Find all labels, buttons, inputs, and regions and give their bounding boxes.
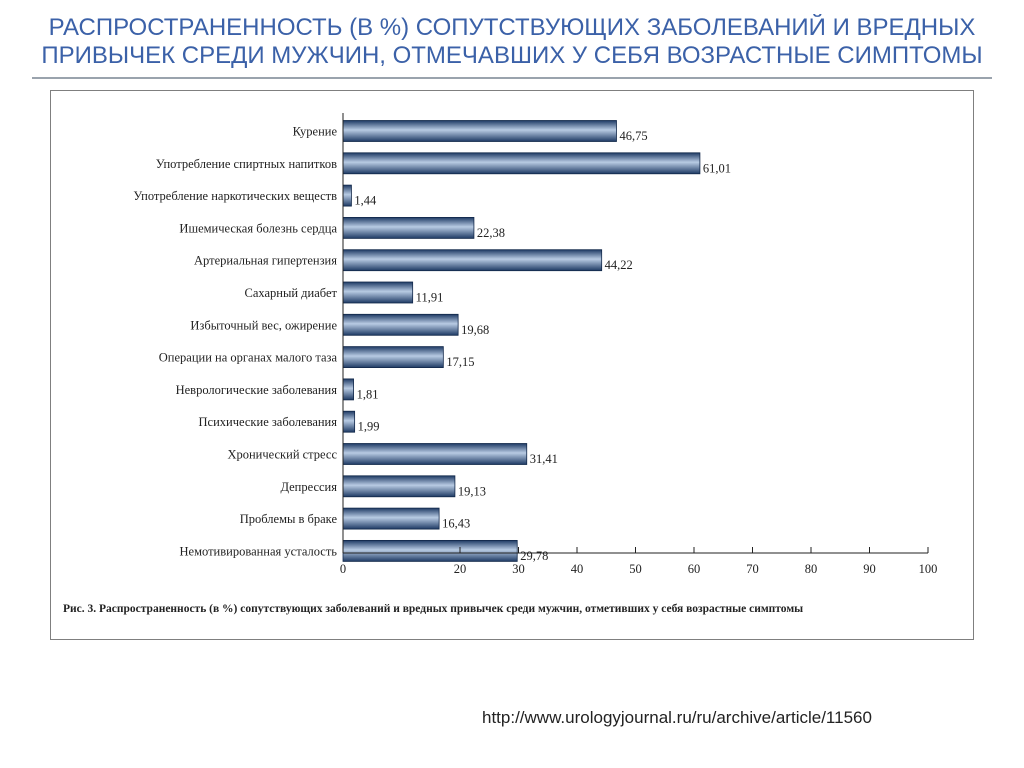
bar-value-label: 61,01 [703, 161, 731, 175]
bar [342, 217, 475, 239]
category-label: Хронический стресс [227, 448, 337, 462]
bars-layer: Курение 46,75 Употребление спиртных напитк… [133, 120, 731, 563]
caption-number: Рис. 3. [63, 603, 96, 615]
bar [342, 539, 518, 562]
category-label: Депрессия [280, 480, 337, 494]
x-tick-label: 30 [512, 562, 525, 576]
x-tick-label: 100 [919, 562, 938, 576]
bar [342, 152, 701, 175]
x-tick-label: 60 [688, 562, 701, 576]
category-label: Артериальная гипертензия [194, 254, 337, 268]
figure-caption: Рис. 3. Распространенность (в %) сопутст… [63, 603, 803, 615]
bar [342, 378, 354, 401]
x-axis: 0 20 30 40 50 60 70 80 90 100 [340, 113, 938, 576]
category-label: Проблемы в браке [240, 512, 338, 526]
category-label: Неврологические заболевания [176, 383, 338, 397]
bar-value-label: 44,22 [605, 258, 633, 272]
title-divider [32, 77, 992, 79]
bar [342, 475, 456, 498]
x-tick-label: 40 [571, 562, 584, 576]
category-label: Сахарный диабет [245, 286, 338, 300]
source-url: http://www.urologyjournal.ru/ru/archive/… [482, 708, 872, 727]
bar-value-label: 16,43 [442, 517, 470, 531]
x-tick-label: 80 [805, 562, 818, 576]
figure-frame: Курение 46,75 Употребление спиртных напитк… [50, 90, 974, 640]
bar-value-label: 11,91 [416, 291, 444, 305]
x-tick-label: 50 [629, 562, 642, 576]
bar [342, 120, 617, 142]
bar-value-label: 46,75 [619, 129, 647, 143]
bar-value-label: 1,44 [354, 194, 377, 208]
bar-value-label: 1,99 [358, 420, 380, 434]
bar-value-label: 19,68 [461, 323, 489, 337]
x-tick-label: 0 [340, 562, 346, 576]
x-tick-label: 90 [863, 562, 876, 576]
x-tick-label: 20 [454, 562, 467, 576]
category-label: Операции на органах малого таза [159, 351, 338, 365]
bar [342, 184, 352, 207]
category-label: Психические заболевания [199, 415, 338, 429]
category-label: Избыточный вес, ожирение [190, 318, 337, 332]
category-label: Курение [293, 125, 338, 139]
slide-title: РАСПРОСТРАНЕННОСТЬ (В %) СОПУТСТВУЮЩИХ З… [41, 14, 983, 69]
x-tick-label: 70 [746, 562, 759, 576]
caption-text: Распространенность (в %) сопутствующих з… [99, 603, 803, 615]
bar-value-label: 1,81 [357, 387, 379, 401]
bar-value-label: 29,78 [520, 549, 548, 563]
category-label: Употребление наркотических веществ [133, 189, 337, 203]
bar [342, 249, 603, 272]
bar [342, 346, 444, 369]
bar-value-label: 19,13 [458, 484, 486, 498]
bar [342, 281, 414, 304]
bar [342, 443, 528, 465]
category-label: Употребление спиртных напитков [156, 157, 337, 171]
category-label: Немотивированная усталость [180, 544, 338, 558]
category-label: Ишемическая болезнь сердца [179, 221, 337, 235]
bar-chart: Курение 46,75 Употребление спиртных напитк… [63, 113, 938, 615]
bar-value-label: 31,41 [530, 452, 558, 466]
bar-value-label: 17,15 [446, 355, 474, 369]
bar-value-label: 22,38 [477, 226, 505, 240]
bar [342, 507, 440, 530]
bar [342, 410, 356, 433]
bar [342, 313, 459, 336]
